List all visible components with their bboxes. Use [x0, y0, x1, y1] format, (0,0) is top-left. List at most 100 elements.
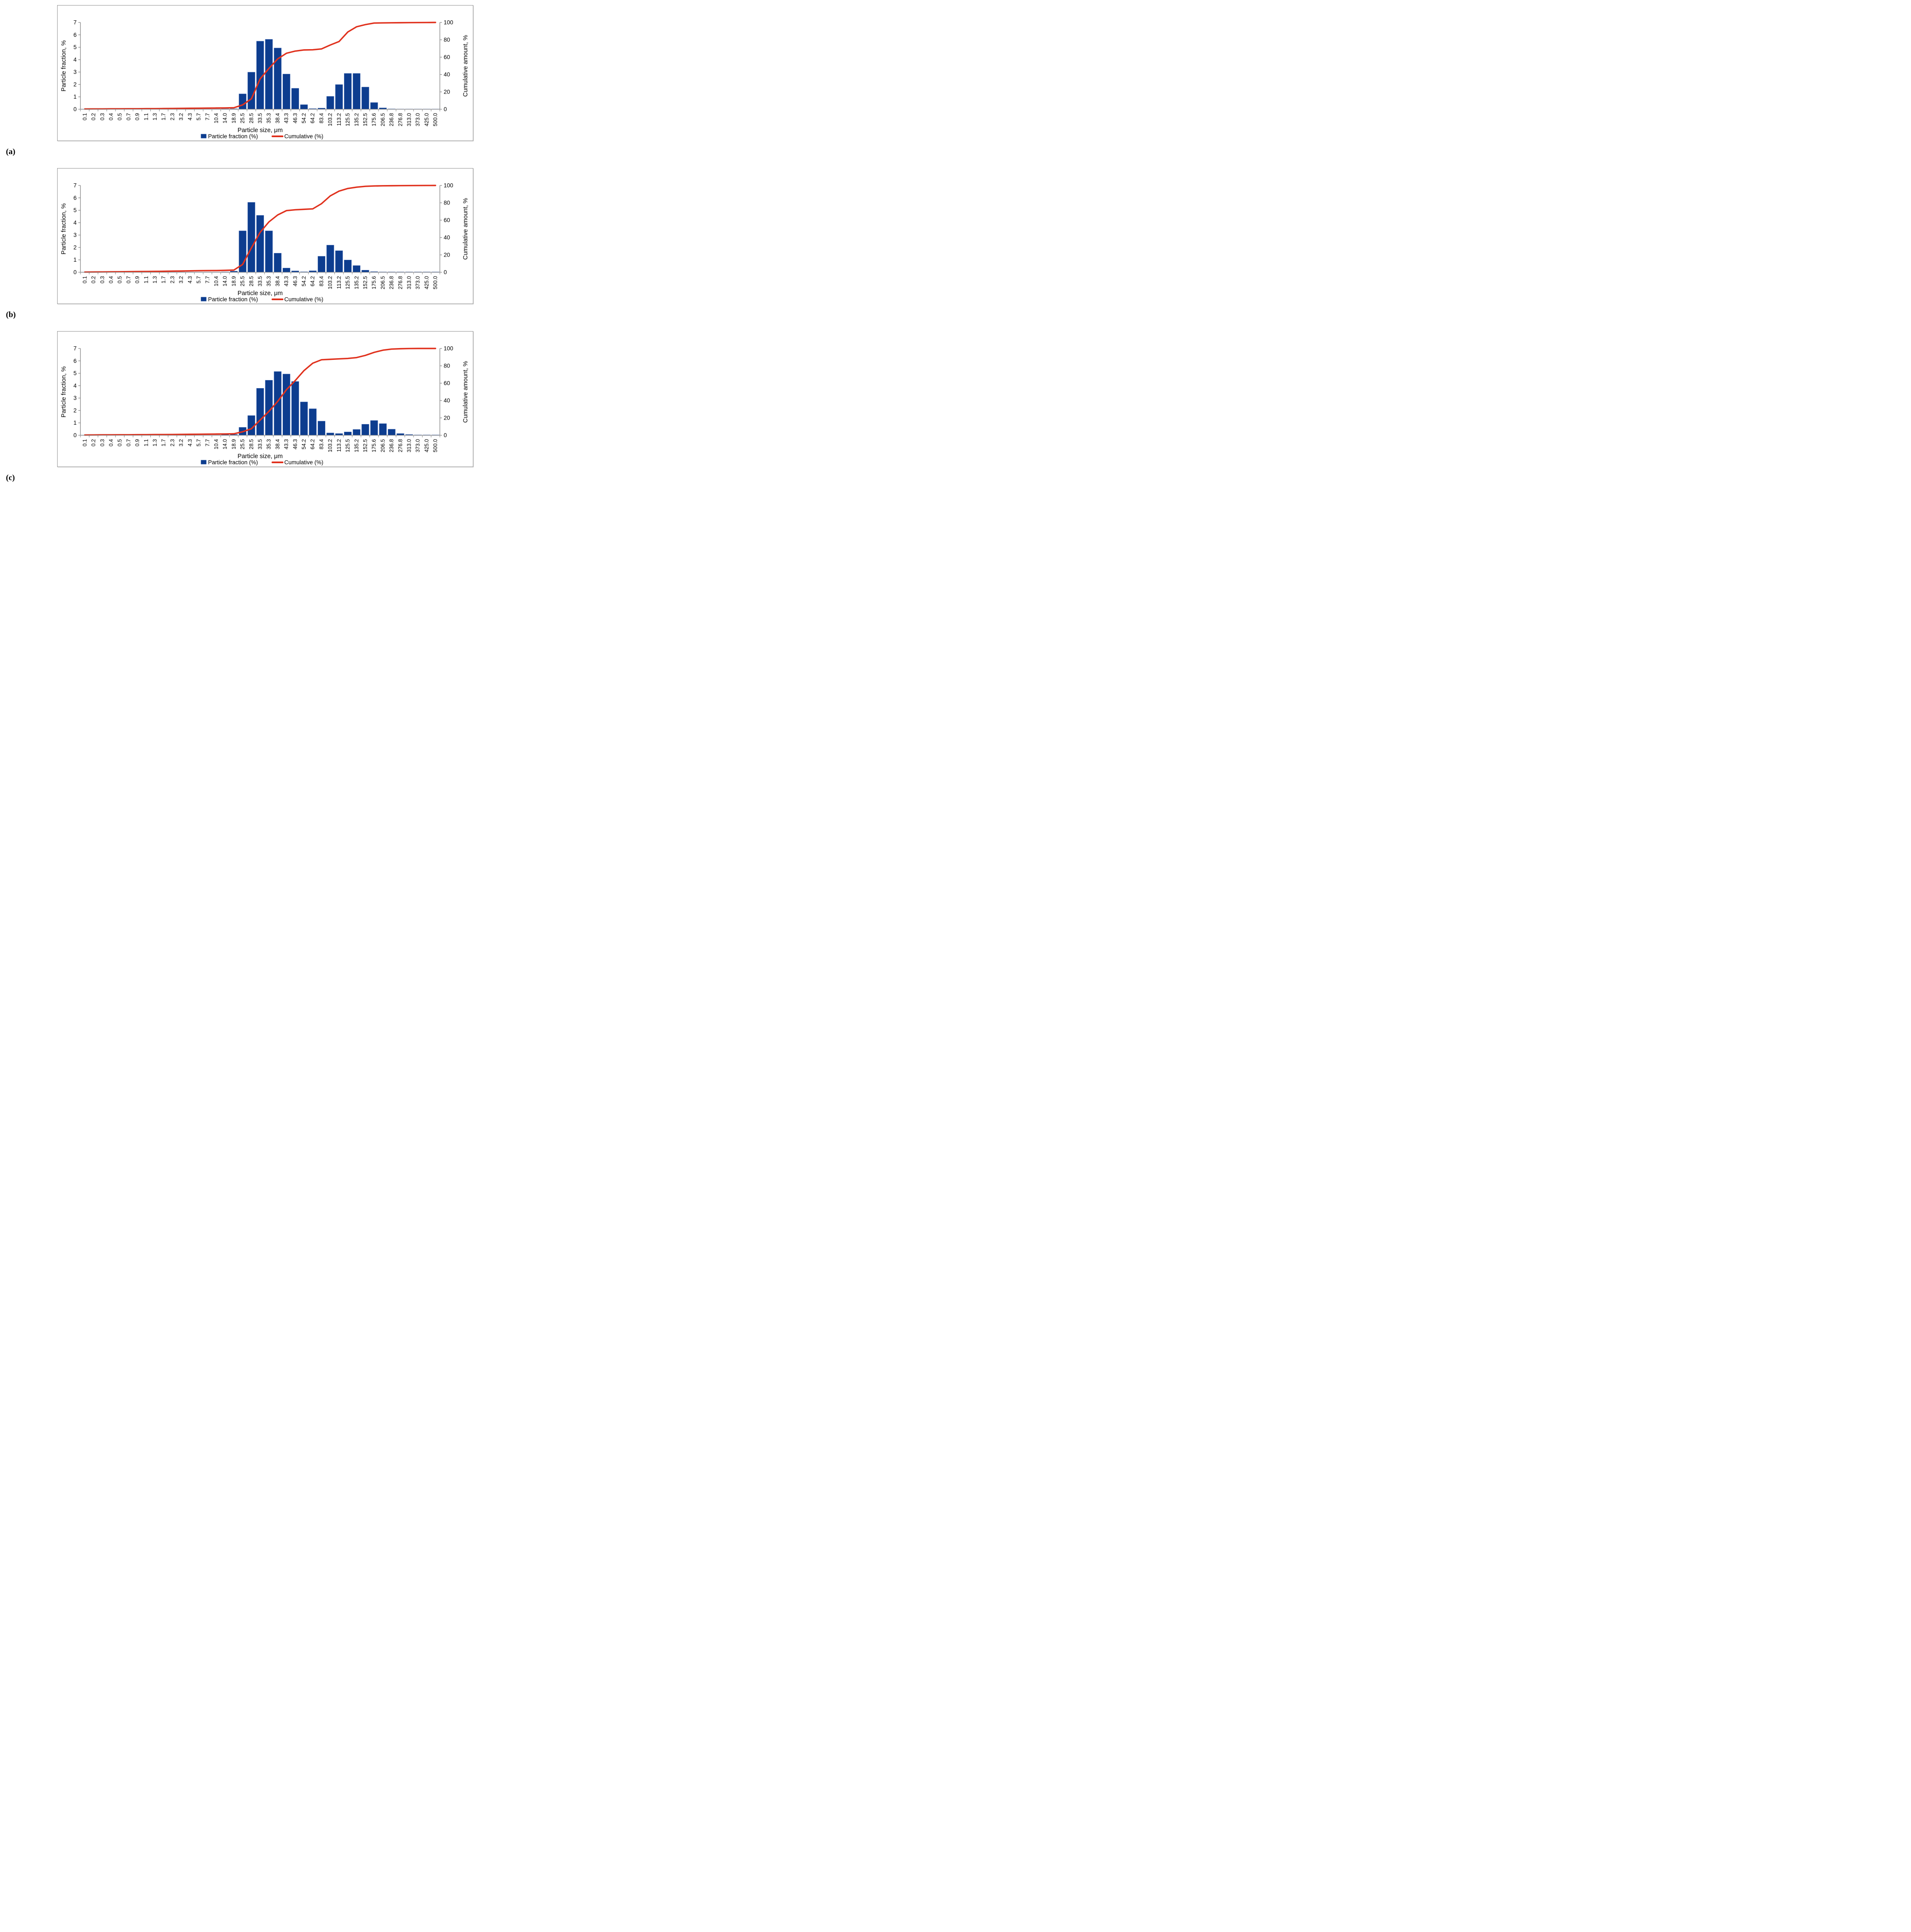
bar: [344, 73, 352, 110]
svg-text:313.0: 313.0: [406, 113, 412, 126]
bar: [309, 408, 317, 436]
svg-text:0.1: 0.1: [82, 439, 88, 446]
cumulative-line: [84, 185, 436, 273]
svg-text:103.2: 103.2: [327, 113, 333, 126]
figure-particle-size-distributions: 0 1 2 3 4 5 6 7 0 20 40 60 80 100 0.1 0.2 0.3 0.4 0.5 0.7 0.…: [0, 0, 478, 494]
svg-text:28.5: 28.5: [249, 276, 254, 286]
svg-text:100: 100: [444, 19, 453, 26]
bar: [361, 270, 370, 273]
bar: [300, 401, 308, 436]
right-axis-title: Cumulative amount, %: [462, 198, 469, 260]
bar: [335, 250, 343, 273]
svg-text:0: 0: [444, 269, 447, 276]
svg-text:1.1: 1.1: [143, 113, 149, 120]
svg-text:5: 5: [73, 44, 77, 50]
svg-text:83.4: 83.4: [318, 113, 324, 123]
svg-text:152.5: 152.5: [362, 439, 368, 452]
bar: [326, 432, 334, 436]
svg-text:152.5: 152.5: [362, 113, 368, 126]
svg-text:0.7: 0.7: [126, 113, 132, 120]
bar: [318, 421, 326, 436]
svg-text:103.2: 103.2: [327, 439, 333, 452]
svg-text:2.3: 2.3: [169, 439, 175, 446]
bar: [387, 429, 396, 436]
svg-text:1.3: 1.3: [152, 439, 158, 446]
svg-text:0.4: 0.4: [108, 113, 114, 120]
svg-text:0.2: 0.2: [91, 439, 97, 446]
legend-line-label: Cumulative (%): [284, 296, 323, 303]
svg-text:6: 6: [73, 358, 77, 364]
svg-text:3: 3: [73, 395, 77, 401]
svg-text:43.3: 43.3: [284, 113, 290, 123]
svg-text:0.9: 0.9: [135, 439, 141, 446]
svg-text:10.4: 10.4: [213, 439, 219, 449]
left-axis-title: Particle fraction, %: [61, 203, 67, 254]
svg-text:206.5: 206.5: [380, 439, 386, 452]
svg-text:5.7: 5.7: [196, 276, 202, 283]
bar: [282, 373, 290, 436]
bar: [282, 74, 290, 110]
svg-text:33.5: 33.5: [257, 439, 263, 449]
bar: [361, 86, 370, 110]
svg-text:38.4: 38.4: [275, 113, 281, 123]
svg-text:3.2: 3.2: [178, 439, 184, 446]
bar: [335, 84, 343, 110]
bar: [379, 423, 387, 436]
svg-text:46.3: 46.3: [292, 113, 298, 123]
svg-text:0.1: 0.1: [82, 276, 88, 283]
x-axis-title: Particle size, μm: [237, 127, 283, 134]
svg-text:1.3: 1.3: [152, 276, 158, 283]
svg-text:0.4: 0.4: [108, 439, 114, 446]
svg-text:2.3: 2.3: [169, 276, 175, 283]
legend-bar-label: Particle fraction (%): [208, 296, 258, 303]
bar: [344, 431, 352, 436]
svg-text:60: 60: [444, 217, 450, 224]
bar: [256, 215, 264, 273]
svg-text:38.4: 38.4: [275, 439, 281, 449]
svg-text:40: 40: [444, 235, 450, 241]
bar: [326, 245, 334, 273]
bar: [318, 256, 326, 273]
svg-text:5.7: 5.7: [196, 439, 202, 446]
svg-text:60: 60: [444, 380, 450, 387]
svg-text:0.7: 0.7: [126, 439, 132, 446]
svg-text:83.4: 83.4: [318, 439, 324, 449]
svg-text:3.2: 3.2: [178, 113, 184, 120]
svg-text:1.7: 1.7: [161, 439, 167, 446]
bar: [291, 88, 299, 110]
chart-panel-a: 0 1 2 3 4 5 6 7 0 20 40 60 80 100 0.1 0.2 0.3 0.4 0.5 0.7 0.…: [57, 5, 473, 141]
svg-text:3.2: 3.2: [178, 276, 184, 283]
legend: Particle fraction (%) Cumulative (%): [201, 133, 323, 140]
svg-text:1: 1: [73, 94, 77, 100]
svg-text:18.9: 18.9: [231, 439, 237, 449]
svg-text:6: 6: [73, 195, 77, 201]
svg-text:0.9: 0.9: [135, 113, 141, 120]
svg-text:0: 0: [444, 106, 447, 113]
bar: [265, 39, 273, 110]
svg-text:33.5: 33.5: [257, 276, 263, 286]
svg-text:40: 40: [444, 398, 450, 404]
svg-text:125.5: 125.5: [345, 113, 351, 126]
legend: Particle fraction (%) Cumulative (%): [201, 296, 323, 303]
panel-a-label: (a): [6, 147, 16, 156]
svg-text:7: 7: [73, 345, 77, 352]
svg-text:64.2: 64.2: [310, 276, 316, 286]
svg-text:276.8: 276.8: [398, 276, 403, 289]
svg-text:10.4: 10.4: [213, 276, 219, 286]
svg-text:0.2: 0.2: [91, 113, 97, 120]
bar: [300, 104, 308, 110]
bar: [344, 260, 352, 273]
svg-text:14.0: 14.0: [222, 276, 228, 286]
svg-text:18.9: 18.9: [231, 276, 237, 286]
bar: [370, 102, 378, 110]
svg-text:206.5: 206.5: [380, 113, 386, 126]
svg-text:0: 0: [444, 432, 447, 439]
svg-text:1.7: 1.7: [161, 276, 167, 283]
chart-panel-c: 0 1 2 3 4 5 6 7 0 20 40 60 80 100 0.1 0.2 0.3 0.4 0.5 0.7 0.…: [57, 331, 473, 467]
chart-panel-b: 0 1 2 3 4 5 6 7 0 20 40 60 80 100 0.1 0.2 0.3 0.4 0.5 0.7 0.…: [57, 168, 473, 304]
svg-text:4.3: 4.3: [187, 439, 193, 446]
svg-text:0.5: 0.5: [117, 276, 123, 283]
svg-text:80: 80: [444, 37, 450, 43]
svg-text:125.5: 125.5: [345, 276, 351, 289]
svg-text:0.5: 0.5: [117, 439, 123, 446]
